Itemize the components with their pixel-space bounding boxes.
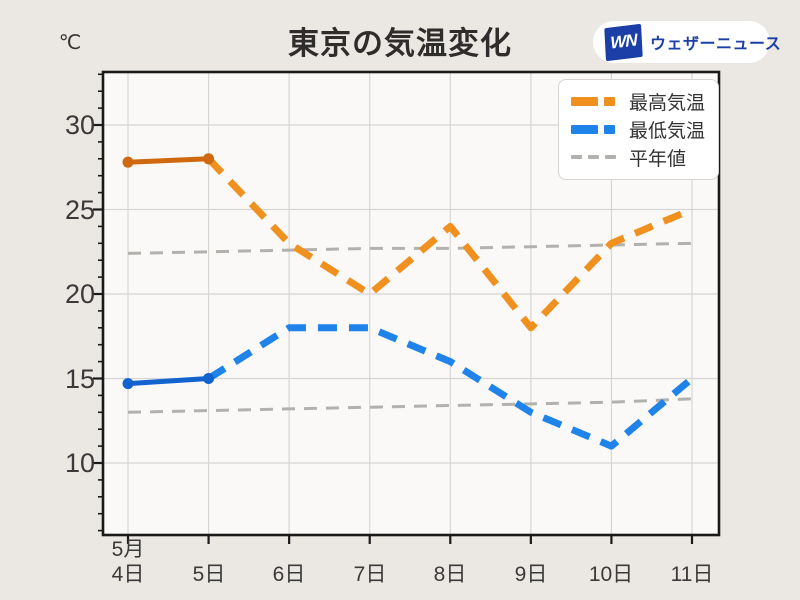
legend-item-max-temp: 最高気温 bbox=[571, 88, 706, 116]
min-temp-dash-swatch-icon bbox=[571, 125, 617, 134]
chart-title: 東京の気温変化 bbox=[288, 26, 512, 61]
legend-item-min-temp: 最低気温 bbox=[571, 116, 706, 144]
x-tick-label-day9: 9日 bbox=[514, 563, 548, 586]
y-axis-unit-label: ℃ bbox=[58, 32, 82, 54]
y-tick-label-30: 30 bbox=[64, 110, 95, 140]
x-tick-label-day10: 10日 bbox=[588, 563, 634, 586]
y-tick-label-10: 10 bbox=[64, 448, 95, 478]
x-tick-label-day5: 5日 bbox=[192, 563, 226, 586]
x-tick-label-day8: 8日 bbox=[433, 563, 467, 586]
weathernews-logo: WN ウェザーニュース bbox=[593, 21, 781, 63]
y-tick-label-25: 25 bbox=[64, 195, 95, 225]
x-tick-label-day7: 7日 bbox=[353, 563, 387, 586]
legend-label-max-temp: 最高気温 bbox=[629, 93, 706, 115]
legend-item-normal: 平年値 bbox=[571, 143, 706, 171]
x-tick-label-day4: 4日 bbox=[111, 563, 145, 586]
legend-label-normal: 平年値 bbox=[629, 148, 687, 170]
chart-legend: 最高気温 最低気温 平年値 bbox=[558, 79, 719, 180]
x-tick-label-day11: 11日 bbox=[670, 563, 714, 586]
x-tick-month-label: 5月 bbox=[111, 538, 145, 561]
max-temp-dash-swatch-icon bbox=[571, 97, 617, 107]
y-tick-label-20: 20 bbox=[64, 279, 95, 309]
legend-label-min-temp: 最低気温 bbox=[629, 121, 706, 142]
x-tick-label-day6: 6日 bbox=[272, 563, 306, 586]
normal-dash-swatch-icon bbox=[571, 155, 617, 159]
wn-logo-icon: WN bbox=[604, 23, 643, 61]
wn-logo-text: ウェザーニュース bbox=[650, 36, 782, 53]
y-tick-label-15: 15 bbox=[64, 364, 95, 394]
wn-logo-monogram: WN bbox=[609, 29, 638, 53]
